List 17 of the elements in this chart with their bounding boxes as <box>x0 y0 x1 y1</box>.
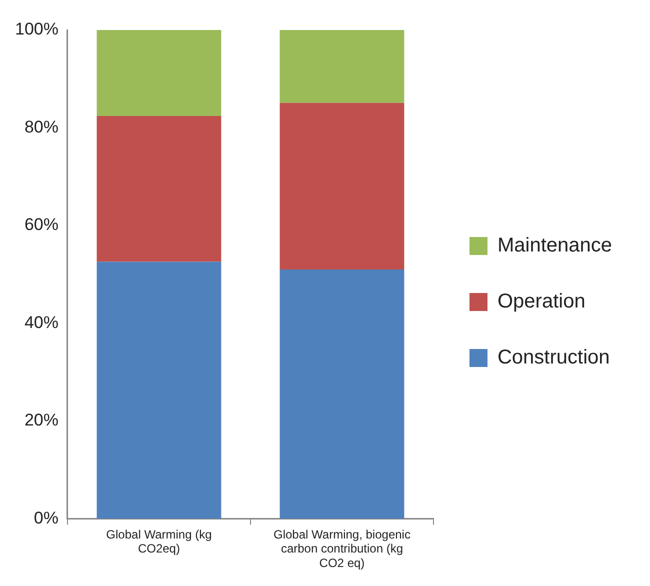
bar <box>280 30 404 103</box>
y-tick-label: 40% <box>24 312 58 332</box>
legend-label: Construction <box>497 346 610 369</box>
y-tick-label: 0% <box>34 508 58 528</box>
bar <box>96 30 222 116</box>
y-tick-label: 60% <box>24 215 58 234</box>
bar <box>96 116 222 262</box>
bar <box>280 102 404 270</box>
legend-label: Maintenance <box>497 234 612 257</box>
legend-label: Operation <box>497 290 586 313</box>
y-tick-label: 80% <box>24 117 58 136</box>
y-tick-label: 100% <box>14 20 58 39</box>
x-tick-label: Global Warming, biogenic carbon contribution (kg CO2 eq) <box>274 527 410 570</box>
x-tick-label: Global Warming (kg CO2eq) <box>106 527 212 556</box>
bar <box>96 262 222 519</box>
bar <box>280 270 404 519</box>
y-tick-label: 20% <box>24 410 58 430</box>
